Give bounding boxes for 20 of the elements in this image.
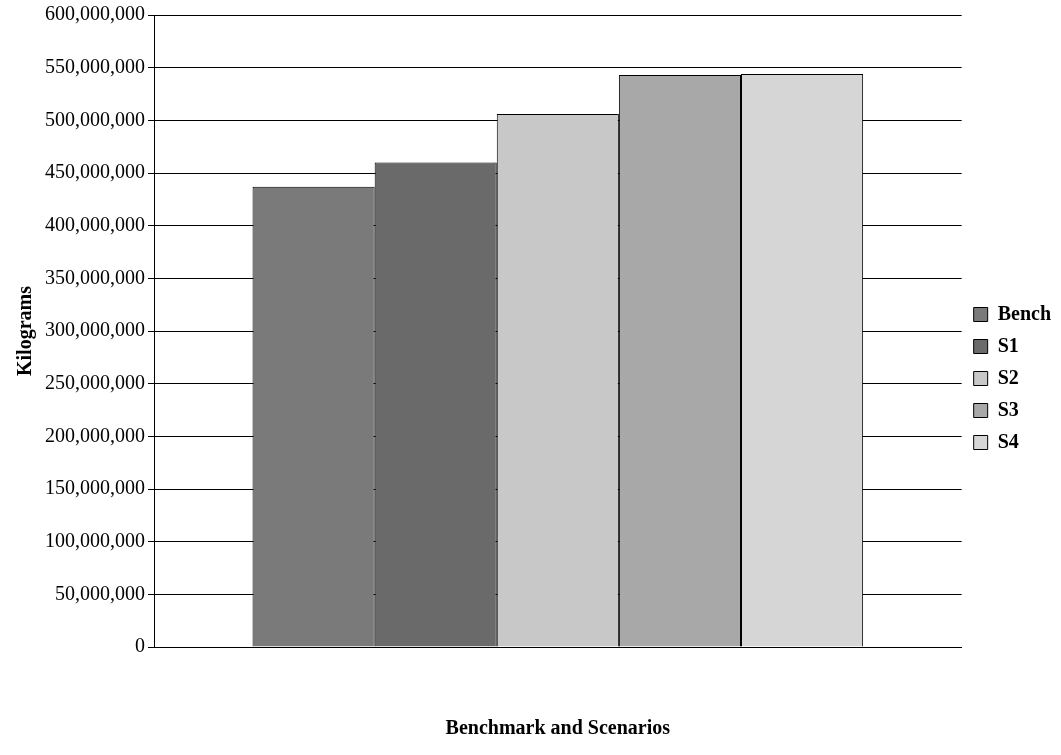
y-tick-label: 600,000,000: [45, 2, 145, 25]
y-tick-label: 500,000,000: [45, 107, 145, 130]
legend-label: Bench: [997, 301, 1051, 324]
y-tick-label: 0: [135, 634, 145, 657]
y-tick-label: 50,000,000: [55, 581, 145, 604]
legend-label: S1: [997, 333, 1019, 356]
y-tick-label: 300,000,000: [45, 318, 145, 341]
legend-label: S2: [997, 365, 1019, 388]
y-tick-label: 150,000,000: [45, 476, 145, 499]
legend-label: S4: [997, 429, 1019, 452]
y-tick-label: 350,000,000: [45, 265, 145, 288]
legend-label: S3: [997, 397, 1019, 420]
y-tick-label: 250,000,000: [45, 370, 145, 393]
y-axis-title: Kilograms: [13, 285, 37, 376]
x-axis-title: Benchmark and Scenarios: [445, 716, 671, 739]
y-tick-label: 450,000,000: [45, 160, 145, 183]
y-tick-label: 200,000,000: [45, 423, 145, 446]
y-tick-label: 550,000,000: [45, 54, 145, 77]
y-tick-label: 100,000,000: [45, 528, 145, 551]
y-tick-label: 400,000,000: [45, 212, 145, 235]
